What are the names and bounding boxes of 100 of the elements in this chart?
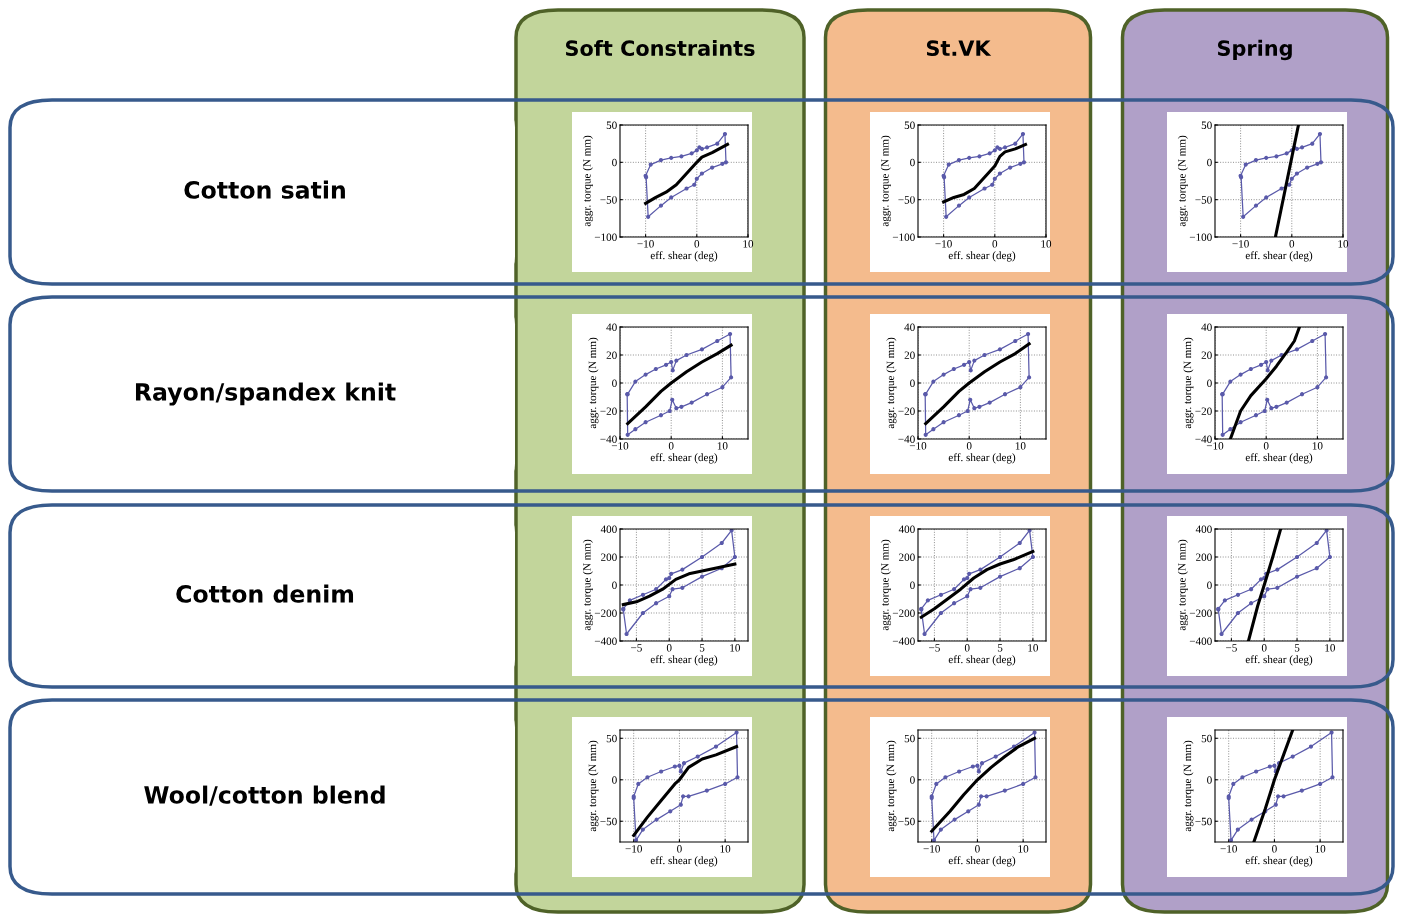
x-tick-label: −5: [631, 644, 642, 652]
y-tick-label: −100: [594, 233, 617, 241]
x-axis-title: eff. shear (deg): [1245, 251, 1313, 262]
text: Cotton satin: [184, 180, 345, 199]
x-tick-label: 10: [1312, 442, 1323, 450]
y-tick-label: 50: [1201, 121, 1212, 129]
x-tick-label: 0: [1289, 240, 1295, 248]
y-tick-label: 40: [1201, 323, 1212, 331]
y-tick-label: 0: [910, 581, 915, 589]
y-tick-label: 0: [910, 379, 915, 387]
x-tick-label: 0: [666, 644, 672, 652]
x-tick-label: 10: [1041, 240, 1052, 248]
x-tick-label: −10: [611, 442, 629, 450]
y-tick-label: −200: [892, 609, 915, 617]
x-tick-label: 0: [992, 240, 998, 248]
y-axis-title: aggr. torque (N mm): [1183, 740, 1194, 832]
x-tick-label: −10: [625, 845, 642, 853]
x-tick-label: 10: [743, 240, 754, 248]
x-tick-label: 0: [975, 845, 980, 853]
y-tick-label: −50: [600, 817, 617, 826]
x-tick-label: 10: [730, 644, 740, 652]
y-tick-label: −20: [600, 407, 617, 415]
x-tick-label: 0: [668, 442, 674, 450]
x-tick-label: 10: [720, 845, 731, 853]
y-tick-label: −200: [594, 609, 617, 617]
y-tick-label: −50: [898, 196, 915, 204]
y-axis-title: aggr. torque (N mm): [880, 135, 891, 227]
y-tick-label: −200: [1189, 609, 1212, 617]
x-tick-label: 0: [1272, 845, 1277, 853]
x-tick-label: 10: [717, 442, 728, 450]
x-tick-label: −10: [1206, 442, 1224, 450]
y-tick-label: 0: [1207, 581, 1212, 589]
x-tick-label: 5: [997, 644, 1003, 652]
x-tick-label: 5: [699, 644, 705, 652]
y-axis-title: aggr. torque (N mm): [886, 740, 897, 832]
x-tick-label: −10: [637, 240, 654, 248]
y-tick-label: −20: [1195, 407, 1212, 415]
x-axis-title: eff. shear (deg): [650, 856, 718, 867]
x-axis-title: eff. shear (deg): [948, 655, 1016, 666]
x-tick-label: 10: [1028, 644, 1038, 652]
text: St.VK: [926, 40, 992, 57]
x-tick-label: 0: [694, 240, 700, 248]
y-tick-label: −100: [1189, 233, 1212, 241]
x-axis-title: eff. shear (deg): [948, 251, 1016, 262]
x-axis-title: eff. shear (deg): [948, 453, 1016, 464]
y-tick-label: −20: [898, 407, 915, 415]
x-tick-label: 10: [1018, 845, 1029, 853]
y-tick-label: 40: [606, 323, 617, 331]
x-tick-label: 10: [1015, 442, 1026, 450]
text: Wool/cotton blend: [144, 785, 385, 806]
y-tick-label: −50: [898, 817, 915, 826]
x-tick-label: −5: [1226, 644, 1237, 652]
y-tick-label: 0: [910, 158, 915, 167]
x-tick-label: 0: [1263, 442, 1269, 450]
y-tick-label: −400: [892, 637, 915, 645]
y-tick-label: 400: [600, 525, 617, 533]
y-tick-label: 200: [1196, 553, 1212, 561]
y-tick-label: 400: [898, 525, 915, 533]
y-tick-label: 0: [612, 158, 617, 167]
x-axis-title: eff. shear (deg): [1245, 453, 1313, 464]
y-tick-label: 20: [606, 351, 617, 359]
y-tick-label: 50: [606, 121, 617, 129]
y-tick-label: −40: [1195, 435, 1212, 443]
y-tick-label: 0: [910, 776, 915, 784]
x-tick-label: 0: [677, 845, 682, 853]
y-tick-label: 40: [904, 323, 915, 331]
y-axis-title: aggr. torque (N mm): [588, 337, 599, 429]
text: Spring: [1217, 39, 1292, 61]
y-axis-title: aggr. torque (N mm): [582, 135, 593, 227]
x-tick-label: −10: [923, 845, 940, 853]
y-tick-label: 50: [904, 734, 915, 743]
y-axis-title: aggr. torque (N mm): [1177, 539, 1188, 631]
text: Rayon/spandex knit: [135, 382, 396, 406]
y-tick-label: 0: [1207, 158, 1212, 167]
y-tick-label: 200: [601, 553, 617, 561]
x-tick-label: −10: [909, 442, 927, 450]
x-axis-title: eff. shear (deg): [650, 251, 718, 262]
x-tick-label: −10: [1220, 845, 1237, 853]
y-tick-label: 0: [1207, 776, 1212, 784]
y-axis-title: aggr. torque (N mm): [1183, 337, 1194, 429]
y-tick-label: −400: [594, 637, 617, 645]
y-tick-label: 0: [1207, 379, 1212, 387]
x-tick-label: −10: [1232, 240, 1249, 248]
y-tick-label: 0: [612, 379, 617, 387]
y-axis-title: aggr. torque (N mm): [880, 539, 891, 631]
y-tick-label: 0: [612, 581, 617, 589]
text: Cotton denim: [176, 584, 354, 603]
x-tick-label: 0: [964, 644, 970, 652]
x-tick-label: 10: [1325, 644, 1335, 652]
y-tick-label: −50: [1195, 817, 1212, 826]
x-tick-label: 10: [1315, 845, 1326, 853]
x-tick-label: 5: [1294, 644, 1300, 652]
x-axis-title: eff. shear (deg): [650, 453, 718, 464]
text: Soft Constraints: [565, 39, 755, 57]
y-axis-title: aggr. torque (N mm): [886, 337, 897, 429]
x-axis-title: eff. shear (deg): [1245, 655, 1313, 666]
x-tick-label: −10: [935, 240, 952, 248]
y-tick-label: −40: [898, 435, 915, 443]
y-tick-label: 20: [1201, 351, 1212, 359]
y-tick-label: −40: [600, 435, 617, 443]
